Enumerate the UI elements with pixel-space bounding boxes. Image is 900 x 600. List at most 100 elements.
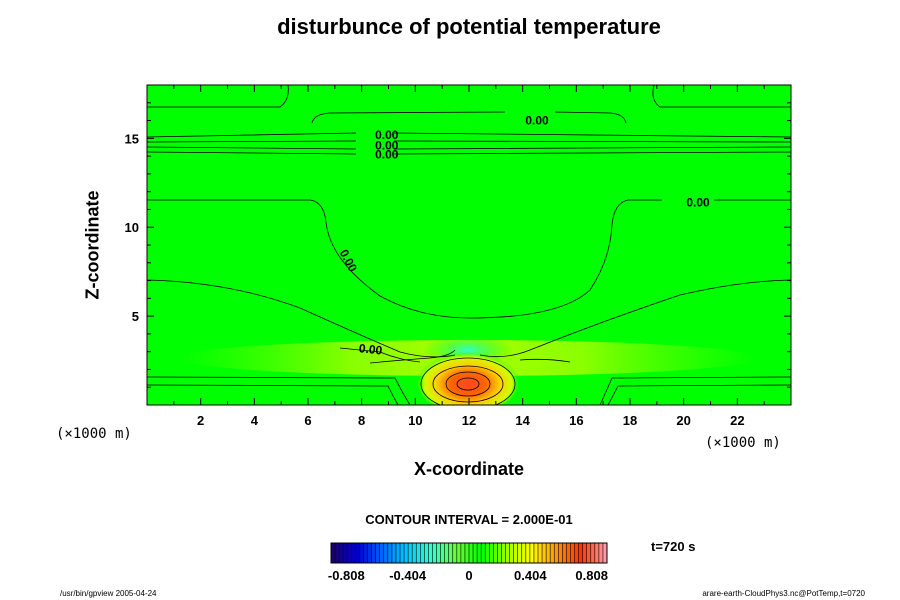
contour-line (147, 132, 791, 138)
contour-line (420, 357, 516, 405)
colorbar-swatch (590, 543, 596, 563)
colorbar-swatch (428, 543, 433, 563)
x-tick-label: 18 (623, 413, 637, 428)
contour-lines (147, 85, 791, 405)
contour-line (652, 85, 791, 108)
colorbar-swatch (400, 543, 405, 563)
x-tick-label: 2 (197, 413, 204, 428)
colorbar-swatch (424, 543, 429, 563)
colorbar-swatch (477, 543, 482, 563)
contour-line (369, 349, 456, 364)
colorbar-swatch (440, 543, 445, 563)
contour-label: 0.00 (686, 195, 710, 209)
contour-line (432, 365, 504, 403)
field (147, 85, 791, 405)
x-tick-label: 16 (569, 413, 583, 428)
x-tick-label: 22 (730, 413, 744, 428)
colorbar-swatch (525, 543, 531, 563)
contour-label: 0.00 (358, 341, 383, 357)
colorbar-swatch (331, 543, 336, 563)
contour-label: 0.00 (375, 147, 399, 161)
colorbar-swatch (404, 543, 409, 563)
colorbar-swatch (493, 543, 498, 563)
colorbar-swatch (598, 543, 604, 563)
colorbar-swatch (363, 543, 368, 563)
contour-line (147, 151, 791, 155)
contour-label: 0.00 (375, 138, 399, 152)
colorbar-swatch (395, 543, 401, 563)
colorbar-swatch (542, 543, 547, 563)
x-tick-label: 6 (304, 413, 311, 428)
contour-line (147, 140, 791, 143)
x-axis: 2 4 6 8 10 12 14 16 18 20 22 (173, 85, 765, 428)
contour-line (147, 279, 791, 358)
colorbar-swatch (582, 543, 588, 563)
colorbar-swatch (594, 543, 600, 563)
contour-line (519, 358, 571, 363)
colorbar-tick-label: 0.808 (575, 568, 608, 583)
colorbar-swatch (355, 543, 360, 563)
y-tick-label: 15 (125, 131, 139, 146)
colorbar-swatch (570, 543, 575, 563)
colorbar-swatch (558, 543, 563, 563)
colorbar-tick-label: 0.404 (514, 568, 547, 583)
colorbar-swatch (460, 543, 466, 563)
x-tick-label: 10 (408, 413, 422, 428)
colorbar-swatch (347, 543, 352, 563)
colorbar-swatch (602, 543, 608, 563)
colorbar-swatch (517, 543, 523, 563)
colorbar-swatch (436, 543, 441, 563)
colorbar-swatch (391, 543, 397, 563)
colorbar-swatch (420, 543, 425, 563)
colorbar-swatch (521, 543, 527, 563)
y-tick-label: 10 (125, 220, 139, 235)
x-tick-label: 12 (462, 413, 476, 428)
contour-line (445, 371, 491, 397)
colorbar-swatch (489, 543, 494, 563)
contour-line (147, 146, 791, 150)
colorbar-swatch (538, 543, 543, 563)
colorbar-tick-label: -0.808 (328, 568, 365, 583)
contour-line (339, 347, 421, 363)
y-axis-label: Z-coordinate (82, 190, 103, 300)
contour-line (456, 377, 480, 391)
contour-line (147, 376, 411, 405)
colorbar-swatch (505, 543, 510, 563)
colorbar-swatch (533, 543, 539, 563)
colorbar-swatch (359, 543, 364, 563)
colorbar-swatch (509, 543, 514, 563)
colorbar-swatch (562, 543, 567, 563)
x-axis-unit-left: (×1000 m) (56, 426, 132, 442)
colorbar: -0.808 -0.404 0 0.404 0.808 (328, 542, 608, 583)
y-tick-label: 5 (132, 309, 139, 324)
colorbar-swatch (444, 543, 450, 563)
colorbar-swatch (335, 543, 340, 563)
colorbar-swatch (497, 543, 502, 563)
x-tick-label: 20 (676, 413, 690, 428)
contour-label: 0.00 (525, 114, 549, 128)
field-warm-core (416, 352, 520, 405)
x-axis-label: X-coordinate (413, 459, 524, 479)
footer-left: /usr/bin/gpview 2005-04-24 (60, 589, 157, 598)
colorbar-swatch (375, 543, 381, 563)
x-tick-label: 4 (251, 413, 259, 428)
x-tick-label: 14 (515, 413, 530, 428)
footer-right: arare-earth-CloudPhys3.nc@PotTemp,t=0720 (702, 589, 865, 598)
colorbar-swatch (485, 543, 490, 563)
colorbar-swatch (432, 543, 437, 563)
colorbar-swatch (456, 543, 462, 563)
colorbar-swatch (529, 543, 535, 563)
colorbar-swatch (412, 543, 417, 563)
colorbar-swatch (351, 543, 356, 563)
colorbar-swatch (343, 543, 348, 563)
contour-labels: 0.000.000.000.000.000.000.00 (337, 114, 710, 358)
x-axis-unit-right: (×1000 m) (705, 435, 781, 451)
y-axis: 5 10 15 (125, 102, 791, 388)
colorbar-swatch (586, 543, 592, 563)
contour-line (147, 199, 791, 319)
colorbar-swatch (501, 543, 506, 563)
time-label: t=720 s (651, 539, 696, 554)
contour-line (147, 85, 289, 108)
colorbar-tick-label: 0 (465, 568, 472, 583)
